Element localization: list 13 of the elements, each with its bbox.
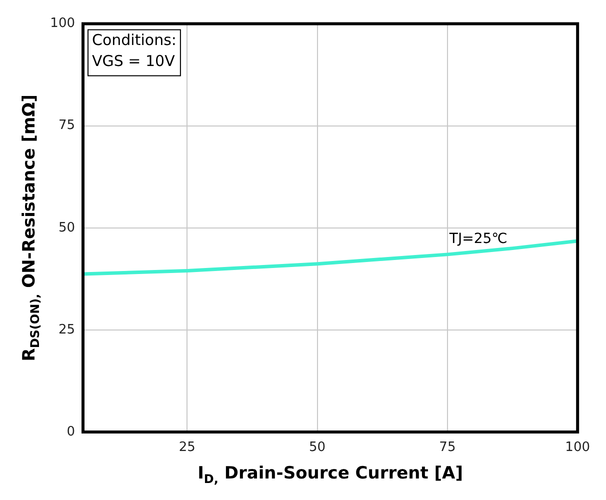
x-tick-label: 100 — [565, 440, 590, 456]
y-tick-label: 100 — [50, 16, 75, 32]
annotation: Conditions: — [92, 31, 176, 50]
x-tick-label: 50 — [309, 440, 326, 456]
y-axis-title: RDS(ON), ON-Resistance [mΩ] — [19, 94, 42, 362]
series-label: TJ=25℃ — [448, 231, 508, 248]
x-tick-label: 25 — [178, 440, 196, 456]
annotation: VGS = 10V — [92, 52, 176, 70]
y-tick-label: 75 — [58, 118, 75, 134]
y-tick-label: 25 — [58, 322, 75, 338]
y-tick-label: 50 — [58, 220, 75, 236]
y-tick-label: 0 — [66, 424, 75, 440]
x-tick-label: 75 — [439, 440, 456, 456]
